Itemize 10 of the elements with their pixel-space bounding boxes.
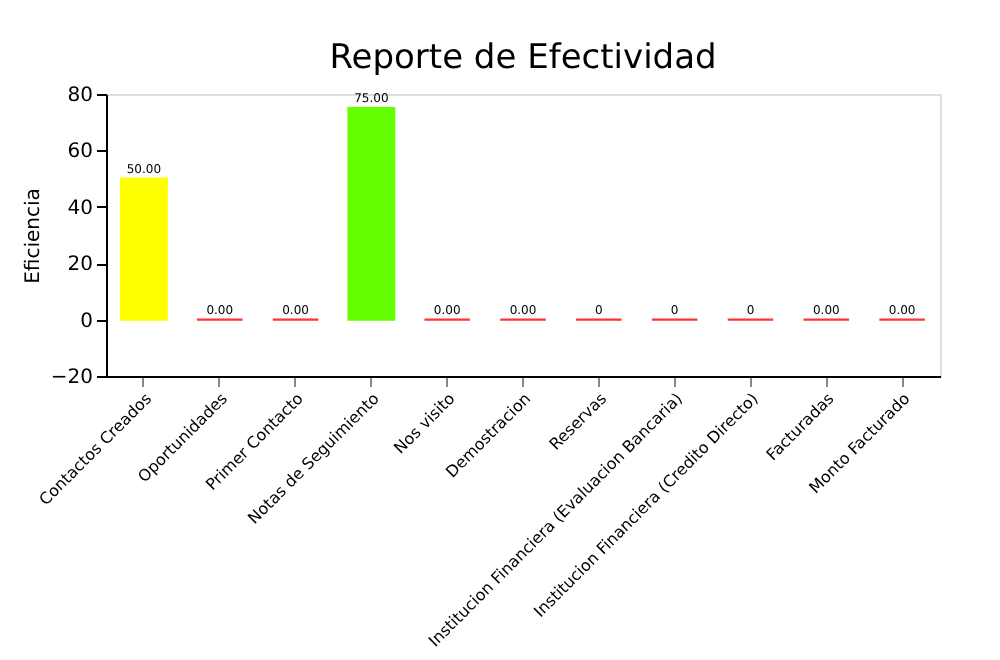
y-tick-label: 20 (67, 254, 93, 277)
bar (119, 177, 168, 321)
bar (347, 106, 396, 321)
y-axis-title: Eficiencia (22, 188, 45, 284)
y-tick-label: −20 (50, 367, 93, 389)
y-tick-label: 80 (67, 85, 93, 107)
y-tick-label: 40 (67, 197, 93, 220)
y-tick-label: 60 (67, 141, 93, 164)
chart-title: Reporte de Efectividad (329, 38, 717, 78)
y-tick-label: 0 (80, 310, 93, 333)
